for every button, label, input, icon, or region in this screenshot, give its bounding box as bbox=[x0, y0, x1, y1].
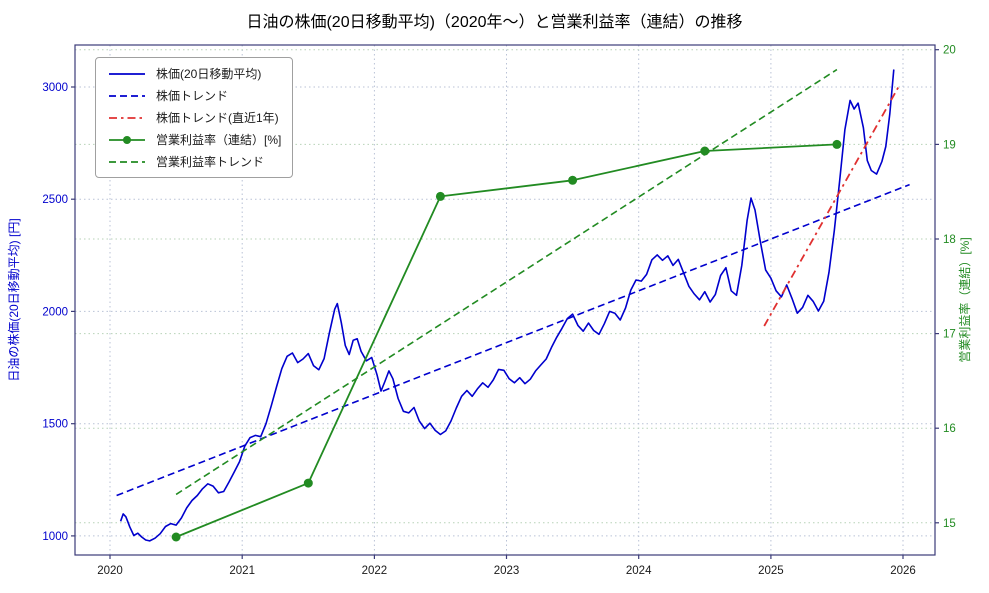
op-margin-trend-line bbox=[175, 68, 838, 496]
op-margin-marker bbox=[832, 139, 842, 149]
legend-label: 営業利益率（連結）[%] bbox=[156, 133, 282, 147]
legend-line-sample bbox=[109, 116, 145, 119]
legend-label: 株価(20日移動平均) bbox=[156, 67, 262, 81]
x-tick-label: 2025 bbox=[758, 565, 784, 577]
y-right-tick-label: 20 bbox=[943, 45, 956, 57]
legend-label: 株価トレンド(直近1年) bbox=[156, 111, 279, 125]
legend-line-sample bbox=[109, 72, 145, 75]
legend-item-stock-trend: 株価トレンド bbox=[107, 87, 281, 104]
y-left-tick-label: 1500 bbox=[42, 419, 68, 431]
y-right-tick-label: 15 bbox=[943, 518, 956, 530]
op-margin-marker bbox=[303, 478, 313, 488]
legend: 株価(20日移動平均) 株価トレンド 株価トレンド(直近1年) 営業利益率（連結… bbox=[95, 57, 294, 178]
x-tick-label: 2020 bbox=[97, 565, 123, 577]
x-tick-label: 2021 bbox=[229, 565, 255, 577]
y-right-axis-label: 営業利益率（連結）[%] bbox=[957, 237, 972, 362]
x-tick-label: 2024 bbox=[626, 565, 652, 577]
op-margin-marker bbox=[435, 191, 445, 201]
stock-trend-line bbox=[116, 183, 910, 497]
x-tick-label: 2022 bbox=[362, 565, 388, 577]
op-margin-marker bbox=[568, 175, 578, 185]
legend-label: 営業利益率トレンド bbox=[156, 155, 265, 169]
y-left-tick-label: 2000 bbox=[42, 306, 68, 318]
chart-title: 日油の株価(20日移動平均)（2020年〜）と営業利益率（連結）の推移 bbox=[246, 14, 743, 31]
op-margin-marker bbox=[171, 532, 181, 542]
y-left-axis-label: 日油の株価(20日移動平均) [円] bbox=[6, 218, 21, 381]
y-right-tick-label: 19 bbox=[943, 139, 956, 151]
y-right-tick-label: 16 bbox=[943, 423, 956, 435]
y-left-tick-label: 3000 bbox=[42, 82, 68, 94]
legend-item-op-margin-trend: 営業利益率トレンド bbox=[107, 153, 281, 170]
x-tick-label: 2026 bbox=[890, 565, 916, 577]
plot-frame bbox=[74, 44, 936, 556]
stock-trend-1y-line bbox=[763, 85, 900, 327]
op-margin-line bbox=[175, 143, 837, 538]
y-right-tick-label: 18 bbox=[943, 234, 956, 246]
y-left-tick-label: 2500 bbox=[42, 194, 68, 206]
y-right-tick-label: 17 bbox=[943, 329, 956, 341]
y-left-tick-label: 1000 bbox=[42, 531, 68, 543]
legend-line-sample bbox=[109, 94, 145, 97]
legend-label: 株価トレンド bbox=[156, 89, 229, 103]
legend-line-sample bbox=[109, 160, 145, 163]
legend-marker-dot bbox=[123, 135, 131, 144]
legend-item-stock-trend-1y: 株価トレンド(直近1年) bbox=[107, 109, 281, 126]
legend-item-op-margin: 営業利益率（連結）[%] bbox=[107, 131, 281, 148]
x-tick-label: 2023 bbox=[494, 565, 520, 577]
legend-item-stock-ma: 株価(20日移動平均) bbox=[107, 65, 281, 82]
legend-line-sample bbox=[109, 135, 145, 144]
